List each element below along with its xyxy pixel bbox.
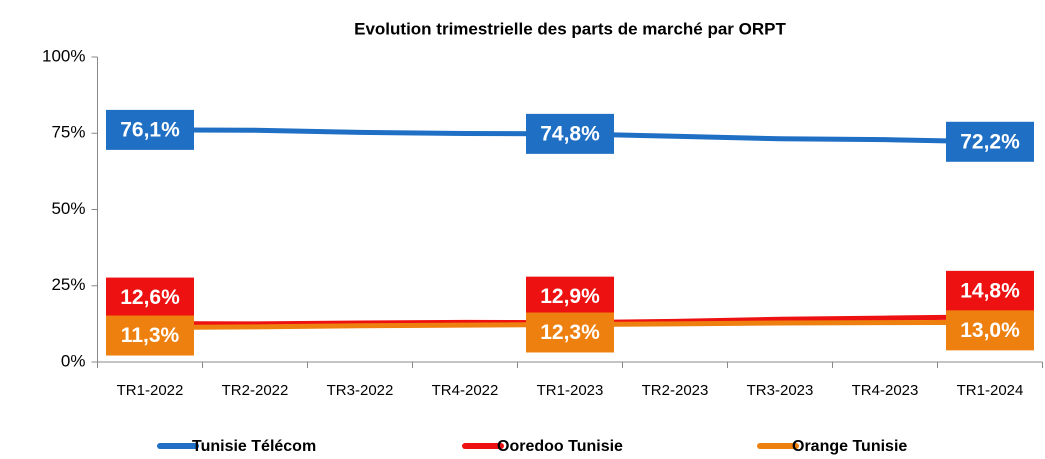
x-tick-label: TR1-2022 xyxy=(117,382,184,399)
data-label: 72,2% xyxy=(960,130,1020,153)
data-label: 12,9% xyxy=(540,285,600,308)
x-tick-label: TR1-2023 xyxy=(537,382,604,399)
y-tick-label: 50% xyxy=(51,199,85,218)
label-box xyxy=(106,315,194,356)
legend-label: Orange Tunisie xyxy=(792,438,907,455)
x-tick-label: TR4-2022 xyxy=(432,382,499,399)
x-tick-label: TR1-2024 xyxy=(957,382,1024,399)
label-box xyxy=(106,277,194,318)
legend-label: Ooredoo Tunisie xyxy=(497,438,623,455)
x-tick-label: TR2-2022 xyxy=(222,382,289,399)
label-box xyxy=(946,310,1034,351)
label-box xyxy=(526,276,614,317)
y-tick-label: 25% xyxy=(51,275,85,294)
y-tick-label: 75% xyxy=(51,123,85,142)
legend-label: Tunisie Télécom xyxy=(192,438,316,455)
x-tick-label: TR3-2022 xyxy=(327,382,394,399)
data-label: 76,1% xyxy=(120,118,180,141)
x-tick-label: TR4-2023 xyxy=(852,382,919,399)
data-label: 13,0% xyxy=(960,319,1020,342)
y-tick-label: 100% xyxy=(42,46,85,65)
label-box xyxy=(526,113,614,154)
label-box xyxy=(106,109,194,150)
x-tick-label: TR3-2023 xyxy=(747,382,814,399)
data-label: 74,8% xyxy=(540,122,600,145)
data-label: 14,8% xyxy=(960,279,1020,302)
chart-title: Evolution trimestrielle des parts de mar… xyxy=(354,19,786,38)
data-label: 12,3% xyxy=(540,321,600,344)
y-tick-label: 0% xyxy=(61,351,86,370)
label-box xyxy=(946,121,1034,162)
label-box xyxy=(946,270,1034,311)
x-tick-label: TR2-2023 xyxy=(642,382,709,399)
data-label: 12,6% xyxy=(120,286,180,309)
data-label: 11,3% xyxy=(121,324,180,347)
label-box xyxy=(526,312,614,353)
